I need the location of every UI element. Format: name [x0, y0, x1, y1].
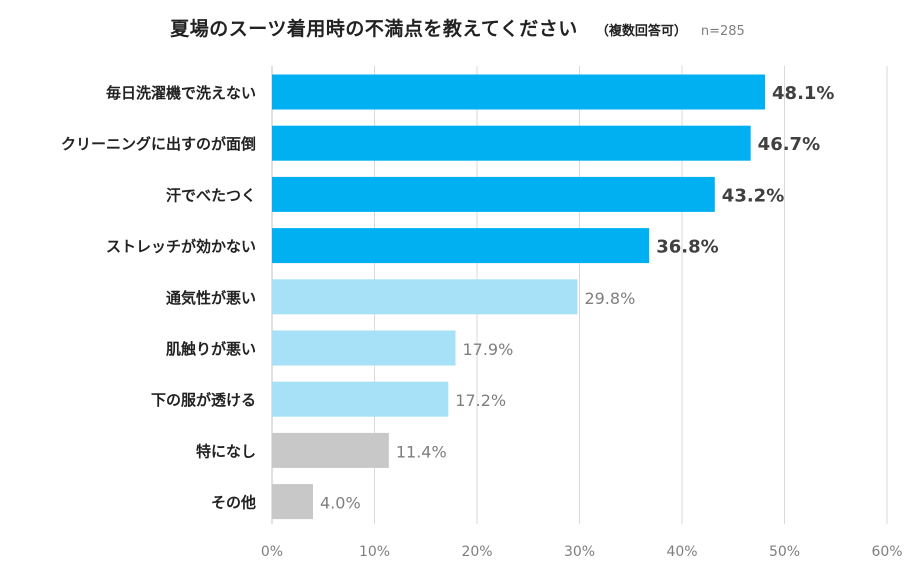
category-label: その他	[211, 494, 256, 512]
category-label: 通気性が悪い	[166, 289, 256, 307]
sample-size: n=285	[700, 24, 745, 39]
value-label: 17.9%	[462, 340, 513, 359]
bar	[272, 330, 456, 366]
bar	[272, 279, 578, 315]
x-tick-label: 10%	[359, 544, 390, 560]
x-tick-label: 20%	[461, 544, 492, 560]
category-label: 特になし	[196, 442, 256, 460]
chart-title: 夏場のスーツ着用時の不満点を教えてください	[170, 18, 578, 40]
value-label: 36.8%	[656, 237, 718, 258]
x-tick-label: 50%	[769, 544, 800, 560]
bar	[272, 125, 751, 161]
bar	[272, 381, 449, 417]
bar	[272, 176, 715, 212]
category-label: 肌触りが悪い	[166, 340, 256, 358]
category-labels: 毎日洗濯機で洗えないクリーニングに出すのが面倒汗でべたつくストレッチが効かない通…	[61, 84, 256, 512]
chart-title-row: 夏場のスーツ着用時の不満点を教えてください （複数回答可） n=285	[0, 14, 915, 41]
x-axis-tick-labels: 0% 10% 20% 30% 40% 50% 60%	[261, 544, 903, 560]
category-label: クリーニングに出すのが面倒	[61, 135, 256, 153]
value-label: 46.7%	[758, 134, 820, 155]
value-label: 29.8%	[584, 289, 635, 308]
x-tick-label: 60%	[871, 544, 902, 560]
value-labels: 48.1% 46.7% 43.2% 36.8% 29.8% 17.9% 17.2% 11.4%…	[320, 83, 834, 513]
category-label: ストレッチが効かない	[106, 238, 256, 256]
x-tick-label: 40%	[666, 544, 697, 560]
category-label: 汗でべたつく	[166, 186, 256, 204]
value-label: 4.0%	[320, 494, 361, 513]
bar	[272, 228, 650, 264]
value-label: 43.2%	[722, 185, 784, 206]
bars	[272, 74, 766, 520]
category-label: 毎日洗濯機で洗えない	[106, 84, 256, 102]
value-label: 17.2%	[455, 391, 506, 410]
category-label: 下の服が透ける	[151, 391, 256, 409]
x-tick-label: 30%	[564, 544, 595, 560]
bar	[272, 74, 766, 110]
value-label: 48.1%	[772, 83, 834, 104]
bar	[272, 484, 313, 520]
bar	[272, 432, 389, 468]
value-label: 11.4%	[396, 442, 447, 461]
chart-subtitle: （複数回答可）	[595, 24, 687, 39]
x-tick-label: 0%	[261, 544, 283, 560]
